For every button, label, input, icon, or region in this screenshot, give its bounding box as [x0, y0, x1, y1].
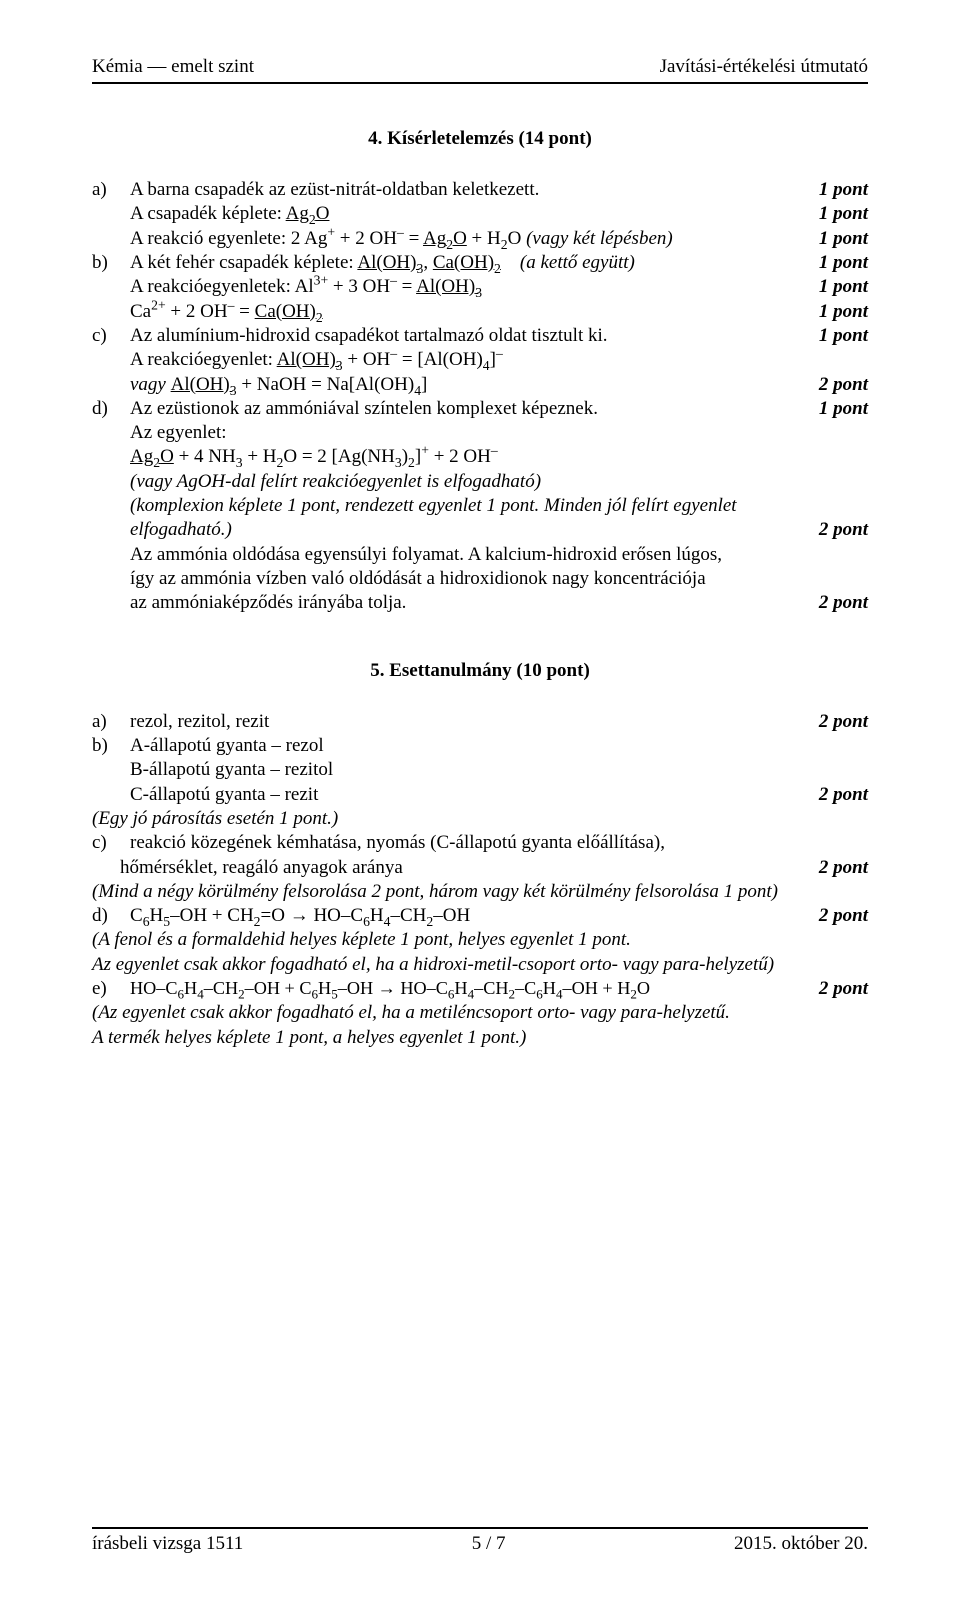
section4-body: a) A barna csapadék az ezüst-nitrát-olda… [92, 178, 868, 616]
footer-right: 2015. október 20. [734, 1533, 868, 1555]
s4d-l9: az ammóniaképződés irányába tolja. [130, 591, 809, 615]
s4a-l3: A reakció egyenlete: 2 Ag+ + 2 OH– = Ag2… [130, 227, 809, 251]
s4d-l2: Az egyenlet: [92, 421, 868, 445]
s4d-l5: (komplexion képlete 1 pont, rendezett eg… [92, 494, 868, 518]
section5-body: a) rezol, rezitol, rezit 2 pont b) A-áll… [92, 710, 868, 1050]
label-c: c) [92, 324, 130, 348]
s5a-pts: 2 pont [809, 710, 868, 734]
s5a-txt: rezol, rezitol, rezit [130, 710, 809, 734]
s5b-l3-pts: 2 pont [809, 783, 868, 807]
s4a-l2: A csapadék képlete: Ag2O [130, 202, 809, 226]
label-a: a) [92, 178, 130, 202]
s5-paren2: (Mind a négy körülmény felsorolása 2 pon… [92, 880, 868, 904]
s4c-l3-pts: 2 pont [809, 373, 868, 397]
footer-rule [92, 1527, 868, 1529]
s5-ppar3b: Az egyenlet csak akkor fogadható el, ha … [92, 953, 868, 977]
section4-title: 4. Kísérletelemzés (14 pont) [92, 128, 868, 150]
s5b-l3: C-állapotú gyanta – rezit [130, 783, 809, 807]
label-5d: d) [92, 904, 130, 928]
header-rule [92, 82, 868, 84]
s4d-l4: (vagy AgOH-dal felírt reakcióegyenlet is… [92, 470, 868, 494]
s4d-l6: elfogadható.) [130, 518, 809, 542]
s4d-l1: Az ezüstionok az ammóniával színtelen ko… [130, 397, 809, 421]
s5b-l1: A-állapotú gyanta – rezol [130, 734, 868, 758]
s4c-l1-pts: 1 pont [809, 324, 868, 348]
s4d-l6-pts: 2 pont [809, 518, 868, 542]
footer-mid: 5 / 7 [472, 1533, 506, 1555]
s4b-l3-pts: 1 pont [809, 300, 868, 324]
s5-paren4a: (Az egyenlet csak akkor fogadható el, ha… [92, 1001, 868, 1025]
label-5e: e) [92, 977, 130, 1001]
s4a-l1-pts: 1 pont [809, 178, 868, 202]
label-d: d) [92, 397, 130, 421]
footer-left: írásbeli vizsga 1511 [92, 1533, 243, 1555]
s4c-l1: Az alumínium-hidroxid csapadékot tartalm… [130, 324, 809, 348]
s4b-l2-pts: 1 pont [809, 275, 868, 299]
s4b-l1: A két fehér csapadék képlete: Al(OH)3, C… [130, 251, 809, 275]
s5e-eq: HO–C6H4–CH2–OH + C6H5–OH → HO–C6H4–CH2–C… [130, 977, 809, 1000]
s4b-l1-pts: 1 pont [809, 251, 868, 275]
s5e-pts: 2 pont [809, 977, 868, 1001]
s4d-l1-pts: 1 pont [809, 397, 868, 421]
label-5b: b) [92, 734, 130, 758]
s5c-l2: hőmérséklet, reagáló anyagok aránya [120, 856, 809, 880]
s5-ppar3a: (A fenol és a formaldehid helyes képlete… [92, 928, 868, 952]
s5d-eq: C6H5–OH + CH2=O → HO–C6H4–CH2–OH [130, 904, 809, 928]
s4d-l3: Ag2O + 4 NH3 + H2O = 2 [Ag(NH3)2]+ + 2 O… [92, 445, 868, 469]
footer: írásbeli vizsga 1511 5 / 7 2015. október… [92, 1527, 868, 1555]
s5d-pts: 2 pont [809, 904, 868, 928]
s4a-l3-pts: 1 pont [809, 227, 868, 251]
s5-paren4b: A termék helyes képlete 1 pont, a helyes… [92, 1026, 868, 1050]
label-5a: a) [92, 710, 130, 734]
s4b-l3: Ca2+ + 2 OH– = Ca(OH)2 [130, 300, 809, 324]
label-b: b) [92, 251, 130, 275]
section5-title: 5. Esettanulmány (10 pont) [92, 660, 868, 682]
label-5c: c) [92, 831, 130, 855]
header-left: Kémia — emelt szint [92, 56, 254, 78]
s4c-l2: A reakcióegyenlet: Al(OH)3 + OH– = [Al(O… [92, 348, 868, 372]
s5c-l1: reakció közegének kémhatása, nyomás (C-á… [130, 831, 868, 855]
s4d-l9-pts: 2 pont [809, 591, 868, 615]
s4a-l1: A barna csapadék az ezüst-nitrát-oldatba… [130, 178, 809, 202]
s4b-l2: A reakcióegyenletek: Al3+ + 3 OH– = Al(O… [130, 275, 809, 299]
s4d-l7: Az ammónia oldódása egyensúlyi folyamat.… [92, 543, 868, 567]
s5c-l2-pts: 2 pont [809, 856, 868, 880]
s5-paren1: (Egy jó párosítás esetén 1 pont.) [92, 807, 868, 831]
s4a-l2-pts: 1 pont [809, 202, 868, 226]
s4d-l8: így az ammónia vízben való oldódását a h… [92, 567, 868, 591]
s4c-l3: vagy Al(OH)3 + NaOH = Na[Al(OH)4] [130, 373, 809, 397]
s5b-l2: B-állapotú gyanta – rezitol [92, 758, 868, 782]
header-right: Javítási-értékelési útmutató [660, 56, 868, 78]
